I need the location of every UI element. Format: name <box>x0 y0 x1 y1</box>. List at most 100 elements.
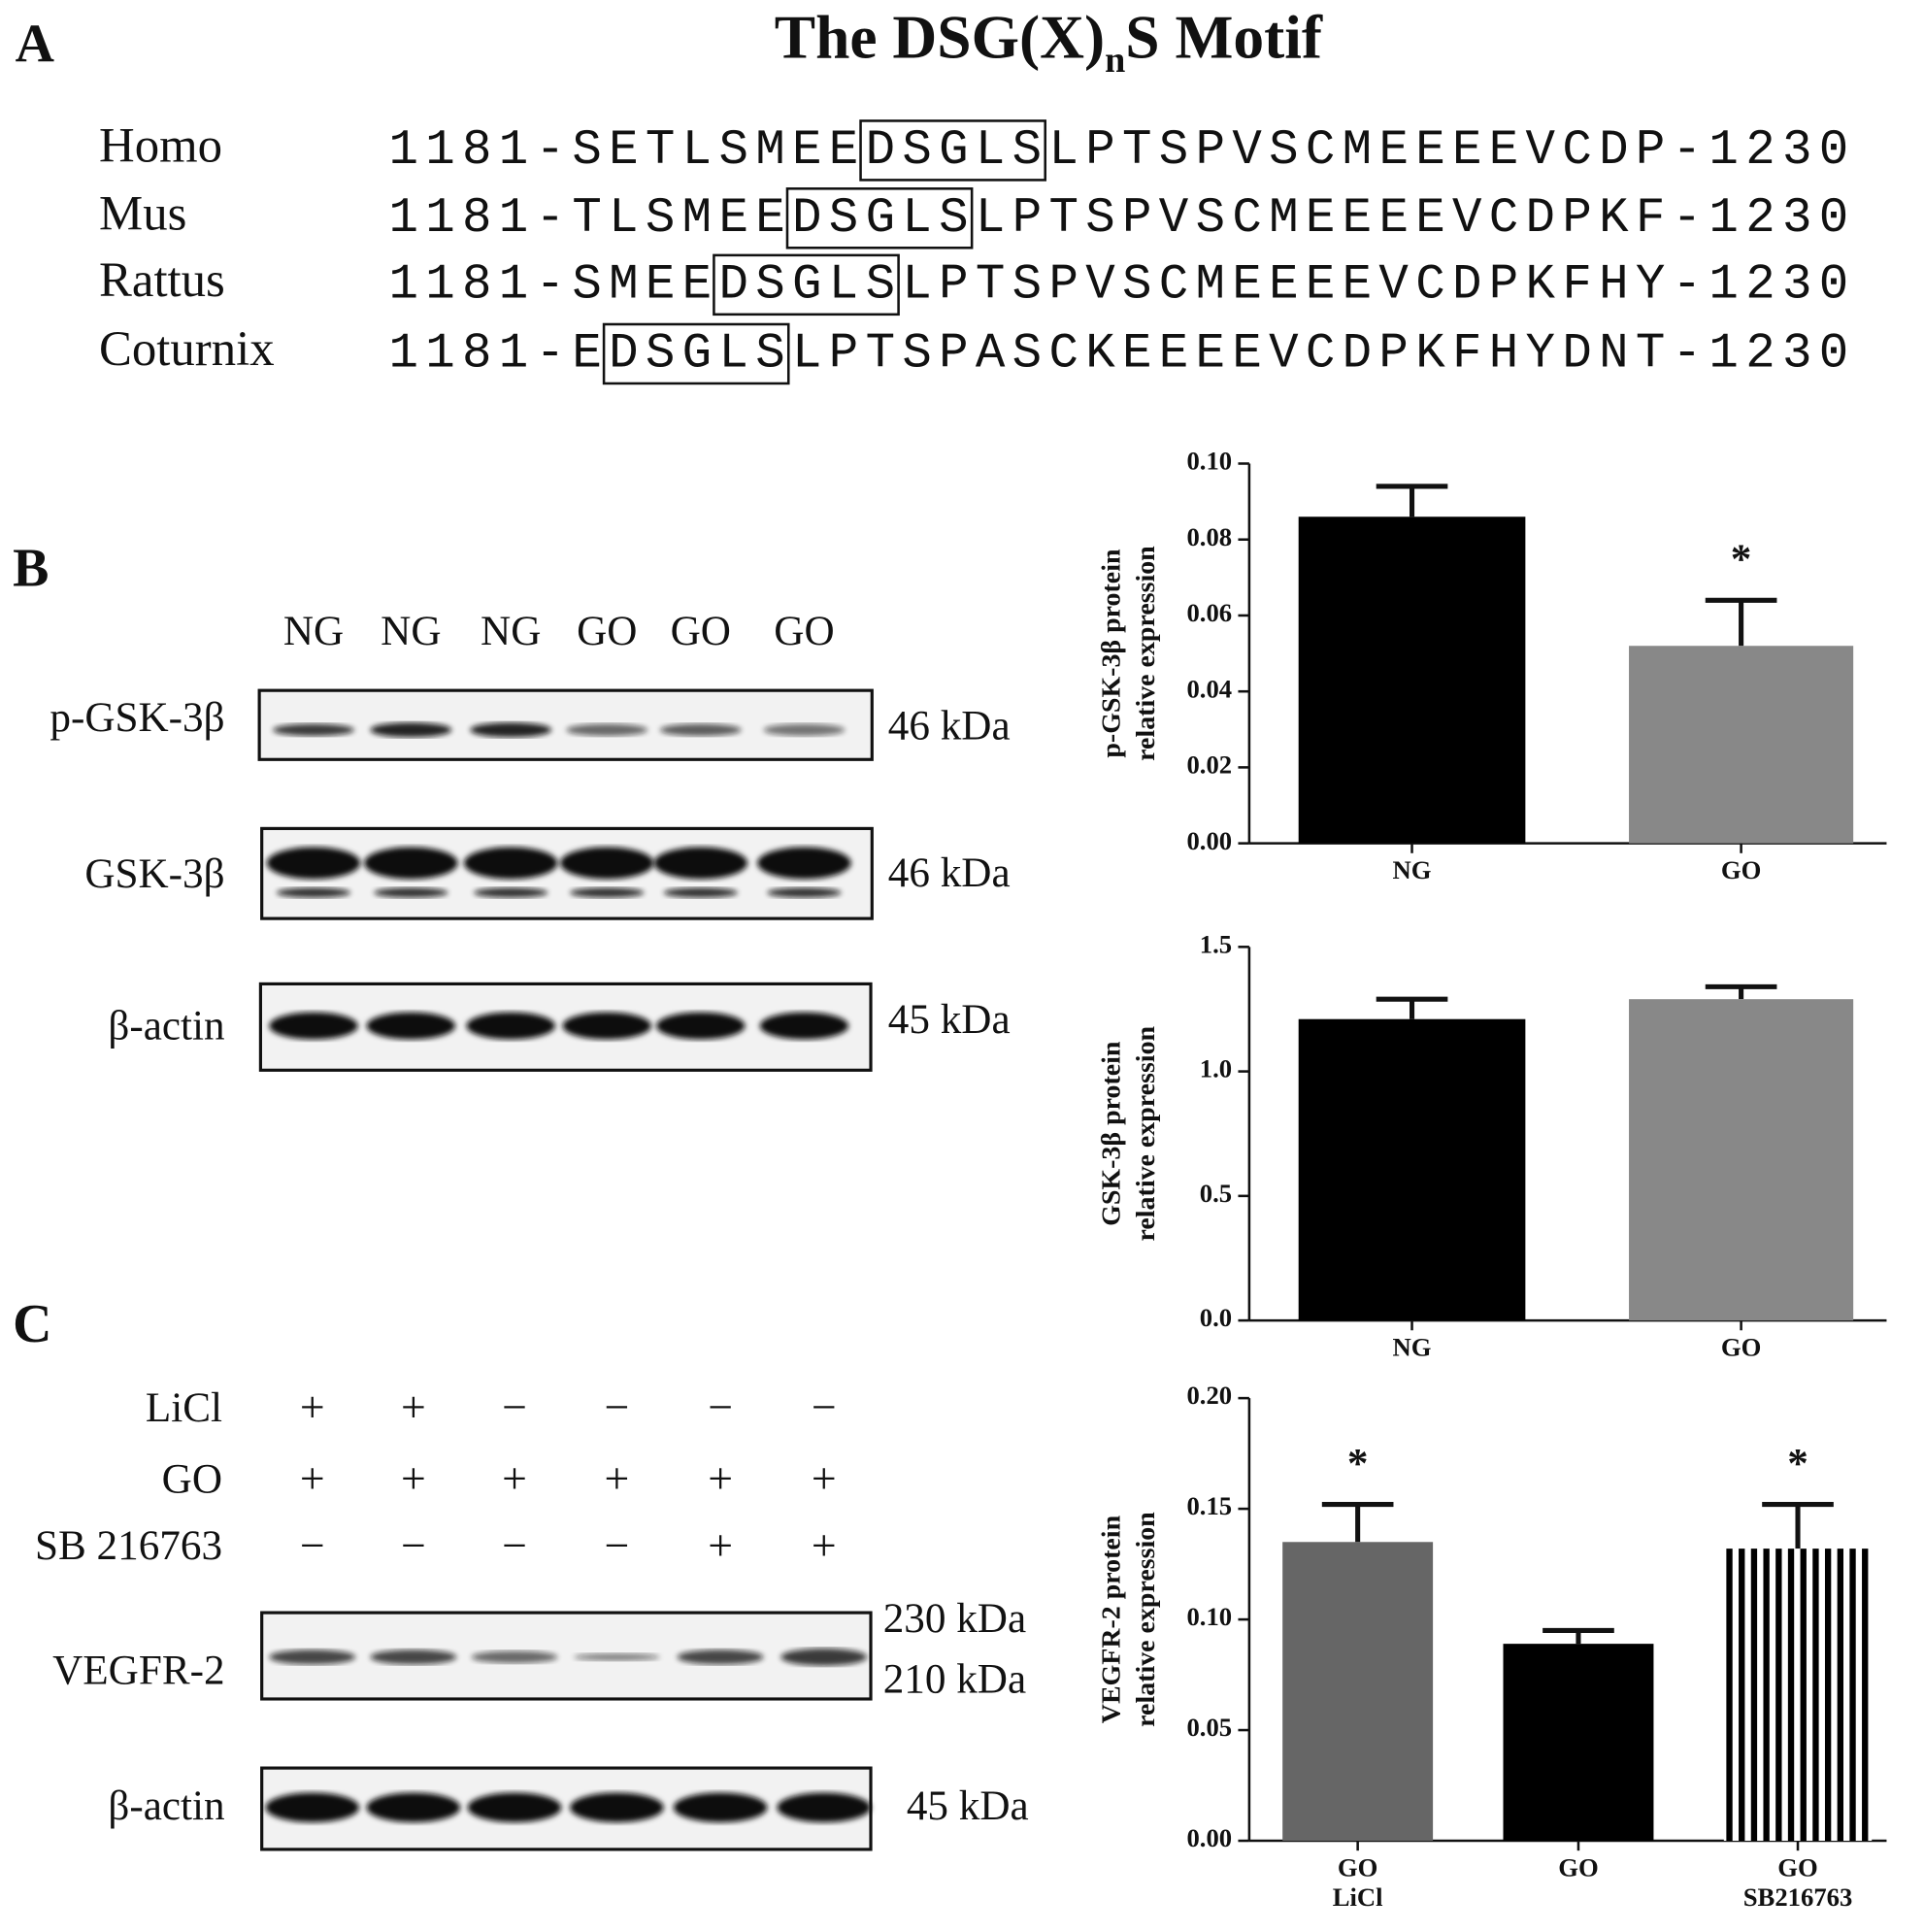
blot-band <box>366 1792 461 1822</box>
panel-label: A <box>16 15 54 75</box>
lane-label: GO <box>774 609 834 654</box>
bar <box>1723 1549 1873 1842</box>
y-tick-label: 1.0 <box>1200 1054 1232 1083</box>
lane-label: GO <box>577 609 637 654</box>
bar <box>1298 1018 1526 1321</box>
sequence-prefix: 1181-E <box>388 327 609 383</box>
y-axis-label: p-GSK-3β protein <box>1097 549 1127 758</box>
blot-band <box>370 1649 457 1665</box>
panel-label: B <box>13 538 49 598</box>
blot-size: 210 kDa <box>883 1656 1026 1702</box>
species-name: Coturnix <box>99 321 275 376</box>
y-tick-label: 0.15 <box>1186 1491 1232 1520</box>
blot-band <box>467 1792 562 1822</box>
sequence-motif: DSGLS <box>792 191 976 247</box>
y-tick-label: 0.10 <box>1186 1602 1232 1631</box>
motif-title: The DSG(X)nS Motif <box>775 2 1323 80</box>
blot-band <box>366 1012 456 1040</box>
species-name: Mus <box>99 185 186 240</box>
y-tick-label: 0.5 <box>1200 1179 1232 1208</box>
lane-label: NG <box>481 609 541 654</box>
sequence: 1181-SMEEDSGLSLPTSPVSCMEEEEVCDPKFHY-1230 <box>388 258 1855 314</box>
sequence: 1181-TLSMEEDSGLSLPTSPVSCMEEEEVCDPKF-1230 <box>388 191 1855 247</box>
blot-band <box>269 1012 358 1040</box>
treatment-sign: − <box>812 1382 837 1432</box>
blot-size: 45 kDa <box>888 997 1011 1043</box>
blot-band <box>673 1792 768 1822</box>
blot-protein: β-actin <box>108 1003 224 1049</box>
sequence-suffix: LPTSPVSCMEEEEVCDPKF-1230 <box>976 191 1856 247</box>
blot-band <box>466 1012 555 1040</box>
sequence-motif: DSGLS <box>609 327 792 383</box>
blot-band <box>570 887 645 898</box>
y-tick-label: 0.08 <box>1186 522 1232 551</box>
sequence-motif: DSGLS <box>866 123 1049 179</box>
treatment-sign: + <box>502 1453 527 1503</box>
y-axis-label: VEGFR-2 protein <box>1097 1515 1127 1723</box>
blot-frame <box>260 1611 873 1701</box>
treatment-sign: + <box>401 1382 426 1432</box>
treatment-sign: + <box>812 1453 837 1503</box>
x-tick-label: NG <box>1393 855 1432 884</box>
sequence: 1181-SETLSMEEDSGLSLPTSPVSCMEEEEVCDP-1230 <box>388 123 1855 179</box>
y-tick-label: 0.0 <box>1200 1303 1232 1332</box>
sequence-prefix: 1181-SETLSMEE <box>388 123 865 179</box>
treatment-sign: − <box>300 1520 325 1570</box>
blot-band <box>763 723 846 737</box>
blot-band <box>276 887 351 898</box>
blot-band <box>265 1792 359 1822</box>
blot-frame <box>260 1766 873 1851</box>
sequence-prefix: 1181-TLSMEE <box>388 191 792 247</box>
bar <box>1629 999 1854 1321</box>
sequence: 1181-EDSGLSLPTSPASCKEEEEVCDPKFHYDNT-1230 <box>388 327 1855 383</box>
species-name: Homo <box>99 118 222 173</box>
treatment-name: GO <box>162 1457 222 1503</box>
lane-label: GO <box>671 609 731 654</box>
blot-protein: GSK-3β <box>84 851 224 897</box>
treatment-sign: − <box>502 1520 527 1570</box>
blot-band <box>566 723 648 737</box>
y-axis-label: relative expression <box>1131 546 1161 761</box>
treatment-sign: − <box>605 1520 630 1570</box>
y-tick-label: 0.05 <box>1186 1713 1232 1742</box>
blot-size: 230 kDa <box>883 1596 1026 1642</box>
y-tick-label: 1.5 <box>1200 929 1232 958</box>
blot-frame <box>257 688 874 761</box>
blot-band <box>463 847 558 880</box>
blot-band <box>474 887 548 898</box>
bar <box>1503 1644 1654 1842</box>
y-axis-label: relative expression <box>1131 1512 1161 1727</box>
x-tick-label: LiCl <box>1333 1882 1383 1912</box>
blot-band <box>777 1792 872 1822</box>
treatment-sign: + <box>708 1453 733 1503</box>
blot-size: 46 kDa <box>888 704 1011 749</box>
treatment-sign: + <box>401 1453 426 1503</box>
treatment-name: SB 216763 <box>35 1523 222 1569</box>
blot-band <box>653 847 748 880</box>
title-subscript: n <box>1105 40 1125 81</box>
blot-band <box>374 887 448 898</box>
blot-band <box>370 722 452 738</box>
blot-band <box>663 887 738 898</box>
blot-band <box>656 1012 746 1040</box>
blot-protein: p-GSK-3β <box>50 695 224 741</box>
blot-band <box>767 887 842 898</box>
treatment-sign: + <box>300 1453 325 1503</box>
panel-label: C <box>13 1294 51 1354</box>
sequence-suffix: LPTSPVSCMEEEEVCDP-1230 <box>1048 123 1855 179</box>
sequence-suffix: LPTSPASCKEEEEVCDPKFHYDNT-1230 <box>792 327 1856 383</box>
x-tick-label: GO <box>1558 1853 1598 1882</box>
treatment-sign: + <box>812 1520 837 1570</box>
treatment-sign: − <box>502 1382 527 1432</box>
blot-protein: VEGFR-2 <box>52 1648 224 1693</box>
x-tick-label: GO <box>1338 1853 1377 1882</box>
blot-band <box>559 847 654 880</box>
y-tick-label: 0.04 <box>1186 674 1232 703</box>
bar <box>1629 646 1854 844</box>
treatment-name: LiCl <box>146 1385 222 1431</box>
blot-band <box>470 722 552 738</box>
y-tick-label: 0.00 <box>1186 826 1232 855</box>
blot-band <box>677 1649 764 1665</box>
